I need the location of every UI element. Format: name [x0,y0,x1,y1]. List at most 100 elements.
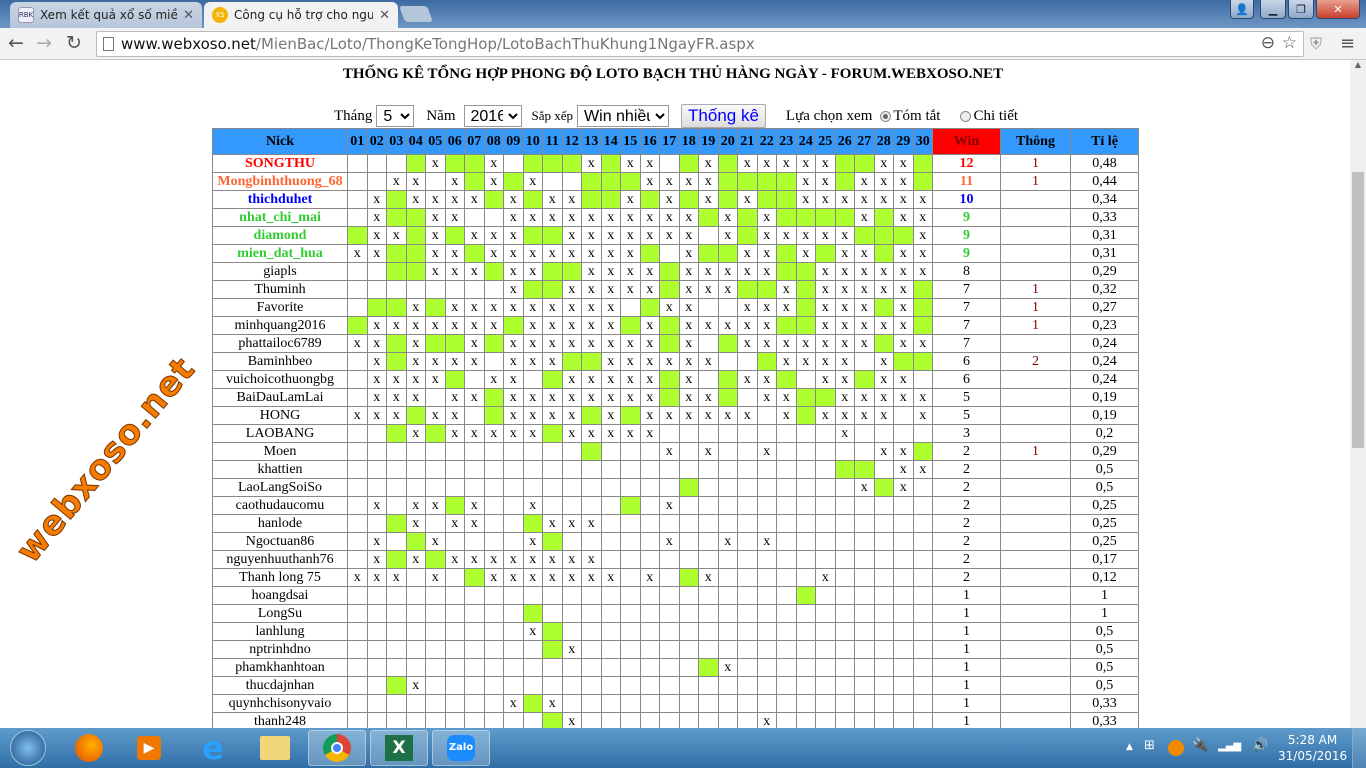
zoom-icon[interactable]: ⊖ [1260,33,1275,53]
nick-cell[interactable]: BaiDauLamLai [212,388,348,407]
nick-cell[interactable]: lanhlung [212,622,348,641]
day-cell-empty [776,658,797,677]
zalo-icon[interactable]: Zalo [432,730,490,766]
nick-cell[interactable]: thichduhet [212,190,348,209]
firefox-icon[interactable] [60,730,118,766]
chrome-icon[interactable] [308,730,366,766]
thong-ke-button[interactable]: Thống kê [681,104,766,128]
tab-cong-cu[interactable]: XS Công cụ hỗ trợ cho người ✕ [204,2,398,28]
day-cell-win [659,316,680,335]
profile-icon[interactable]: 👤 [1230,0,1254,19]
nick-cell[interactable]: Mongbinhthuong_68 [212,172,348,191]
nick-cell[interactable]: Thanh long 75 [212,568,348,587]
nick-cell[interactable]: hoangdsai [212,586,348,605]
win-count-cell: 2 [932,514,1001,533]
sort-select[interactable]: Win nhiều [577,105,670,127]
nick-cell[interactable]: nptrinhdno [212,640,348,659]
nick-cell[interactable]: phattailoc6789 [212,334,348,353]
nick-cell[interactable]: nguyenhuuthanh76 [212,550,348,569]
radio-chi-tiet[interactable]: Chi tiết [960,108,1018,125]
nick-cell[interactable]: Favorite [212,298,348,317]
day-cell-empty [425,514,446,533]
day-cell-miss: x [893,442,914,461]
nick-cell[interactable]: phamkhanhtoan [212,658,348,677]
show-hidden-icons-icon[interactable]: ▲ [1126,742,1133,752]
power-icon[interactable]: 🔌 [1192,738,1209,753]
month-select[interactable]: 5 [376,105,415,127]
reload-icon[interactable]: ↻ [66,32,82,54]
day-cell-empty [366,172,387,191]
nick-cell[interactable]: minhquang2016 [212,316,348,335]
start-button[interactable] [10,730,46,766]
radio-selected-icon[interactable] [880,110,892,122]
nick-cell[interactable]: mien_dat_hua [212,244,348,263]
nick-cell[interactable]: thanh248 [212,712,348,728]
radio-tom-tat[interactable]: Tóm tắt [880,108,940,125]
day-cell-empty [854,712,875,728]
close-window-button[interactable]: ✕ [1316,0,1360,19]
address-bar[interactable]: www.webxoso.net/MienBac/Loto/ThongKeTong… [96,31,1304,57]
scrollbar-thumb[interactable] [1352,172,1364,448]
back-arrow-icon[interactable]: ← [8,32,24,54]
day-cell-empty [756,406,777,425]
nick-cell[interactable]: HONG [212,406,348,425]
day-cell-empty [581,622,602,641]
close-tab-icon[interactable]: ✕ [379,7,390,23]
minimize-button[interactable]: ▁ [1260,0,1286,19]
nick-cell[interactable]: diamond [212,226,348,245]
nick-cell[interactable]: LAOBANG [212,424,348,443]
win-count-cell: 2 [932,550,1001,569]
nick-cell[interactable]: Ngoctuan86 [212,532,348,551]
day-cell-miss: x [581,568,602,587]
nick-cell[interactable]: vuichoicothuongbg [212,370,348,389]
nick-cell[interactable]: giapls [212,262,348,281]
forward-arrow-icon[interactable]: → [36,32,52,54]
day-cell-empty [503,586,524,605]
close-tab-icon[interactable]: ✕ [183,7,194,23]
restore-button[interactable]: ❐ [1288,0,1314,19]
nick-cell[interactable]: LongSu [212,604,348,623]
nick-cell[interactable]: LaoLangSoiSo [212,478,348,497]
new-tab-button[interactable] [399,6,433,22]
volume-icon[interactable]: 🔊 [1252,738,1269,753]
nick-cell[interactable]: nhat_chi_mai [212,208,348,227]
day-cell-empty [425,478,446,497]
nick-cell[interactable]: Thuminh [212,280,348,299]
nick-cell[interactable]: hanlode [212,514,348,533]
day-cell-miss: x [678,334,699,353]
day-cell-miss: x [503,424,524,443]
day-cell-empty [873,496,894,515]
nick-cell[interactable]: thucdajnhan [212,676,348,695]
show-desktop-button[interactable] [1352,728,1366,768]
day-cell-miss: x [425,208,446,227]
tray-app-icon[interactable] [1168,740,1184,756]
day-cell-empty [600,658,621,677]
day-cell-empty [483,586,504,605]
nick-cell[interactable]: caothudaucomu [212,496,348,515]
day-cell-empty [659,586,680,605]
bookmark-star-icon[interactable]: ☆ [1281,33,1297,53]
day-cell-empty [600,604,621,623]
nick-cell[interactable]: quynhchisonyvaio [212,694,348,713]
tab-xem-ket-qua[interactable]: RBK Xem kết quả xổ số miền B ✕ [10,2,202,28]
shield-extension-icon[interactable]: ⛨ [1310,34,1323,53]
network-signal-icon[interactable]: ▂▄▆ [1218,741,1242,752]
day-cell-miss: x [503,244,524,263]
nick-cell[interactable]: SONGTHU [212,154,348,173]
nick-cell[interactable]: Moen [212,442,348,461]
nick-cell[interactable]: Baminhbeo [212,352,348,371]
system-clock[interactable]: 5:28 AM 31/05/2016 [1278,732,1347,764]
media-player-icon[interactable]: ▶ [120,730,178,766]
radio-unselected-icon[interactable] [960,110,972,122]
internet-explorer-icon[interactable]: e [202,729,224,767]
menu-icon[interactable]: ≡ [1340,33,1356,54]
vertical-scrollbar[interactable]: ▲ [1350,60,1366,728]
excel-icon[interactable]: X [370,730,428,766]
year-select[interactable]: 2016 [463,105,522,127]
file-explorer-icon[interactable] [246,730,304,766]
day-cell-empty [386,712,407,728]
nick-cell[interactable]: khattien [212,460,348,479]
day-cell-miss: x [561,514,582,533]
day-cell-win [659,262,680,281]
windows-flag-icon[interactable]: ⊞ [1144,738,1155,753]
